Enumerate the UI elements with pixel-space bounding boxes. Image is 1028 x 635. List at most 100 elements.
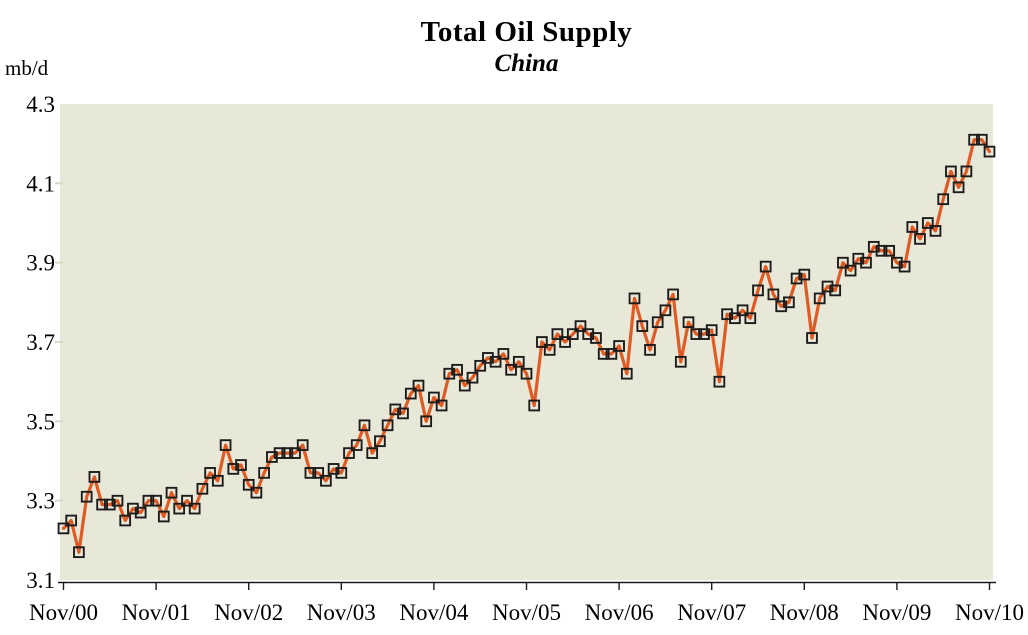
data-point-marker <box>458 379 471 392</box>
x-axis-tick-label: Nov/10 <box>955 600 1024 625</box>
data-point-marker <box>829 284 842 297</box>
page-title: Total Oil Supply <box>420 16 633 48</box>
data-point-marker <box>57 522 70 535</box>
data-point-marker <box>103 498 116 511</box>
data-point-marker <box>289 447 301 459</box>
data-point-marker <box>235 459 247 471</box>
data-point-marker <box>412 379 425 392</box>
data-point-marker <box>620 367 633 380</box>
data-point-marker <box>945 165 957 178</box>
data-point-marker <box>482 352 494 364</box>
data-point-marker <box>798 268 811 281</box>
y-axis-tick-label: 4.1 <box>26 171 55 196</box>
y-axis-tick-label: 3.7 <box>26 330 55 355</box>
data-point-marker <box>489 355 502 368</box>
y-axis-unit-label: mb/d <box>5 56 49 80</box>
y-axis-tick-label: 4.3 <box>26 92 55 117</box>
data-point-marker <box>428 391 440 404</box>
data-point-marker <box>188 502 201 515</box>
data-point-marker <box>273 447 286 459</box>
data-point-marker <box>590 332 602 344</box>
data-point-marker <box>204 467 216 479</box>
data-point-marker <box>813 292 826 305</box>
data-point-marker <box>921 217 934 229</box>
data-point-marker <box>397 407 409 420</box>
data-point-marker <box>281 447 294 459</box>
data-point-marker <box>759 260 772 273</box>
data-point-marker <box>952 181 965 194</box>
data-point-marker <box>898 260 911 273</box>
data-point-marker <box>80 490 93 503</box>
plot-background <box>60 104 993 580</box>
data-point-marker <box>682 316 695 329</box>
data-point-marker <box>605 348 618 360</box>
data-point-marker <box>891 256 903 269</box>
data-point-marker <box>551 328 564 340</box>
data-point-marker <box>497 348 510 360</box>
data-point-marker <box>960 165 973 178</box>
data-point-marker <box>88 471 101 483</box>
data-point-marker <box>242 478 255 491</box>
data-point-marker <box>659 304 672 317</box>
data-point-marker <box>729 312 741 325</box>
data-point-marker <box>860 256 872 269</box>
x-axis-tick-label: Nov/00 <box>29 600 98 625</box>
data-point-marker <box>690 328 703 340</box>
x-axis-tick-label: Nov/07 <box>677 600 746 625</box>
data-point-marker <box>983 145 996 158</box>
data-point-marker <box>505 363 517 376</box>
data-point-marker <box>520 367 533 380</box>
data-point-marker <box>536 336 548 348</box>
data-point-marker <box>651 316 664 329</box>
data-point-marker <box>196 482 209 495</box>
data-point-marker <box>435 399 448 412</box>
data-point-marker <box>837 256 849 269</box>
data-point-marker <box>929 225 942 237</box>
data-point-marker <box>597 348 610 360</box>
x-axis-tick-label: Nov/09 <box>862 600 931 625</box>
data-point-marker <box>211 474 224 487</box>
y-axis-tick-label: 3.1 <box>26 568 55 593</box>
data-point-marker <box>744 312 757 325</box>
data-point-marker <box>713 375 726 388</box>
x-axis-tick-label: Nov/06 <box>585 600 654 625</box>
data-point-marker <box>466 371 479 384</box>
data-point-marker <box>628 292 641 305</box>
data-point-marker <box>451 363 463 376</box>
data-point-marker <box>705 324 718 336</box>
data-point-marker <box>613 340 625 352</box>
data-point-marker <box>73 546 85 559</box>
data-point-marker <box>219 439 232 451</box>
data-point-marker <box>566 328 579 340</box>
data-point-marker <box>374 435 386 448</box>
x-axis-tick-label: Nov/08 <box>770 600 839 625</box>
x-axis-tick-label: Nov/04 <box>399 600 469 625</box>
data-point-marker <box>420 415 433 428</box>
data-point-marker <box>65 514 78 527</box>
data-point-marker <box>165 486 178 499</box>
data-point-marker <box>821 280 834 293</box>
data-point-marker <box>767 288 780 301</box>
data-point-marker <box>443 367 456 380</box>
data-point-marker <box>296 439 309 451</box>
x-axis-tick-label: Nov/03 <box>307 600 376 625</box>
data-point-marker <box>312 467 325 479</box>
data-point-marker <box>150 494 162 507</box>
data-point-marker <box>134 506 147 519</box>
data-point-marker <box>914 233 926 245</box>
data-point-marker <box>335 467 348 479</box>
data-point-marker <box>173 502 186 515</box>
data-point-marker <box>674 355 687 368</box>
x-axis-tick-label: Nov/01 <box>122 600 191 625</box>
y-axis-tick-label: 3.3 <box>26 489 55 514</box>
data-point-marker <box>667 288 679 301</box>
y-axis-tick-label: 3.5 <box>26 409 55 434</box>
data-point-marker <box>844 264 857 277</box>
data-point-marker <box>358 419 371 432</box>
data-point-marker <box>512 355 525 368</box>
data-point-marker <box>157 510 170 523</box>
data-point-marker <box>783 296 795 309</box>
data-point-marker <box>258 467 270 479</box>
data-point-marker <box>528 399 541 412</box>
